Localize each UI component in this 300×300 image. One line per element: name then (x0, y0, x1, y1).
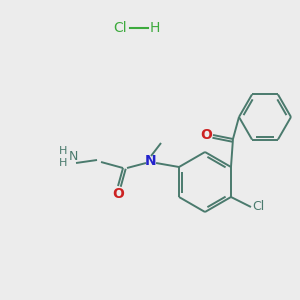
Text: H: H (150, 21, 160, 35)
Text: N: N (68, 151, 78, 164)
Text: N: N (145, 154, 157, 168)
Text: O: O (112, 187, 124, 201)
Text: Cl: Cl (113, 21, 127, 35)
Text: O: O (200, 128, 212, 142)
Text: Cl: Cl (252, 200, 264, 214)
Text: H: H (59, 158, 67, 168)
Text: H: H (59, 146, 67, 156)
